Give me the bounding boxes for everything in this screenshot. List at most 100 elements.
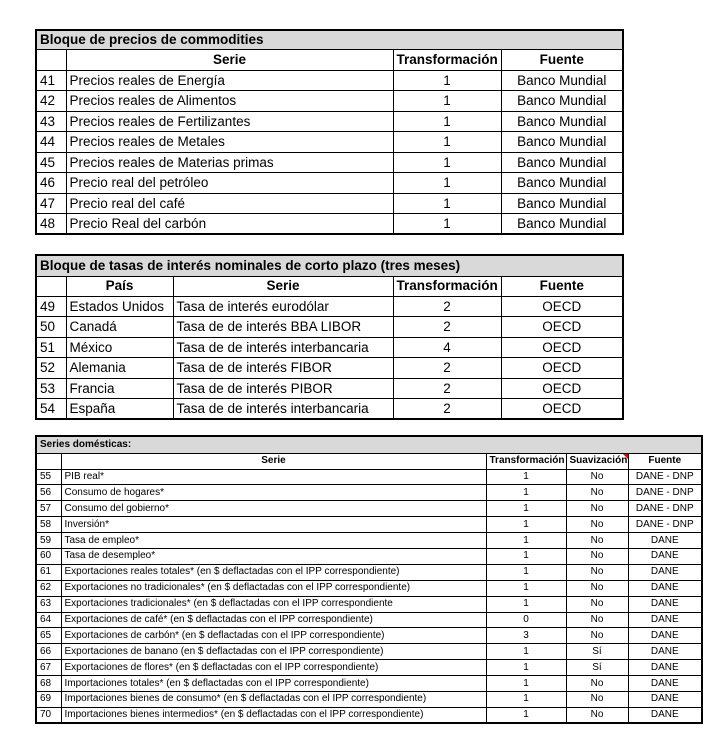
table-cell: Importaciones totales* (en $ deflactadas… bbox=[60, 675, 487, 692]
row-number: 52 bbox=[35, 357, 67, 379]
table-row: 65 Exportaciones de carbón* (en $ deflact… bbox=[35, 627, 703, 645]
table-title: Bloque de tasas de interés nominales de … bbox=[35, 254, 624, 277]
table-cell: Exportaciones de café* (en $ deflactadas… bbox=[60, 611, 487, 629]
table-row: 57 Consumo del gobierno* 1 No DANE - DNP bbox=[35, 500, 703, 518]
table-row: 59 Tasa de empleo* 1 No DANE bbox=[35, 532, 703, 549]
table-cell: Consumo de hogares* bbox=[60, 484, 487, 502]
table-cell: Banco Mundial bbox=[500, 213, 624, 235]
table-cell: Banco Mundial bbox=[500, 110, 624, 132]
column-header: País bbox=[65, 275, 174, 297]
table-cell: OECD bbox=[500, 357, 624, 379]
row-number: 65 bbox=[35, 627, 62, 645]
table-row: 66 Exportaciones de banano (en $ deflacta… bbox=[35, 643, 703, 661]
table-cell: Alemania bbox=[65, 357, 174, 379]
table-row: 53 Francia Tasa de de interés PIBOR 2 OECD bbox=[35, 377, 624, 399]
row-number: 51 bbox=[35, 336, 67, 358]
column-header: Fuente bbox=[500, 48, 624, 71]
table-cell: No bbox=[565, 595, 629, 613]
table-row: 56 Consumo de hogares* 1 No DANE - DNP bbox=[35, 484, 703, 502]
table-cell: Banco Mundial bbox=[500, 172, 624, 194]
table-cell: 1 bbox=[485, 675, 567, 692]
table-cell: DANE - DNP bbox=[627, 468, 703, 486]
table-cell: Estados Unidos bbox=[65, 295, 174, 317]
table-row: 69 Importaciones bienes de consumo* (en $… bbox=[35, 690, 703, 708]
table-cell: Precios reales de Energía bbox=[65, 69, 394, 91]
header-row: País Serie Transformación Fuente bbox=[35, 275, 624, 297]
table-row: 45 Precios reales de Materias primas 1 Banc… bbox=[35, 151, 624, 173]
table-cell: Precios reales de Materias primas bbox=[65, 151, 394, 173]
table-cell: DANE bbox=[627, 532, 703, 549]
table-cell: España bbox=[65, 398, 174, 420]
table-title: Bloque de precios de commodities bbox=[35, 29, 624, 50]
table-cell: DANE bbox=[627, 579, 703, 597]
table-row: 47 Precio real del café 1 Banco Mundial bbox=[35, 192, 624, 214]
table-row: 62 Exportaciones no tradicionales* (en $ … bbox=[35, 579, 703, 597]
table-cell: OECD bbox=[500, 316, 624, 338]
row-number: 53 bbox=[35, 377, 67, 399]
table-row: 55 PIB real* 1 No DANE - DNP bbox=[35, 468, 703, 486]
table-cell: Banco Mundial bbox=[500, 151, 624, 173]
table-cell: No bbox=[565, 627, 629, 645]
table-cell: 1 bbox=[485, 643, 567, 661]
table-cell: 1 bbox=[392, 90, 502, 112]
table-row: 42 Precios reales de Alimentos 1 Banco Mund… bbox=[35, 90, 624, 112]
column-header: Fuente bbox=[500, 275, 624, 297]
table-cell: Precio real del petróleo bbox=[65, 172, 394, 194]
table-cell: DANE bbox=[627, 627, 703, 645]
table-cell: No bbox=[565, 516, 629, 534]
data-table: Bloque de precios de commodities Serie Tra… bbox=[35, 29, 624, 235]
table-cell: DANE - DNP bbox=[627, 516, 703, 534]
table-cell: 1 bbox=[392, 69, 502, 91]
title-row: Bloque de precios de commodities bbox=[35, 29, 624, 50]
table-cell: Exportaciones de carbón* (en $ deflactad… bbox=[60, 627, 487, 645]
table-cell: 2 bbox=[392, 398, 502, 420]
table-cell: Importaciones bienes intermedios* (en $ … bbox=[60, 706, 487, 724]
column-header: Suavización bbox=[565, 452, 629, 470]
row-number: 58 bbox=[35, 516, 62, 534]
table-cell: DANE bbox=[627, 675, 703, 692]
table-cell: Banco Mundial bbox=[500, 69, 624, 91]
row-number: 63 bbox=[35, 595, 62, 613]
table-cell: 1 bbox=[392, 110, 502, 132]
table-cell: No bbox=[565, 547, 629, 565]
column-header: Transformación bbox=[485, 452, 567, 470]
table-cell: Importaciones bienes de consumo* (en $ d… bbox=[60, 690, 487, 708]
table-cell: No bbox=[565, 532, 629, 549]
table-cell: 1 bbox=[392, 151, 502, 173]
table-cell: Banco Mundial bbox=[500, 90, 624, 112]
table-cell: No bbox=[565, 611, 629, 629]
table-cell: Exportaciones no tradicionales* (en $ de… bbox=[60, 579, 487, 597]
table-cell: No bbox=[565, 563, 629, 581]
table-cell: No bbox=[565, 484, 629, 502]
column-header: Transformación bbox=[392, 275, 502, 297]
table-cell: Precio real del café bbox=[65, 192, 394, 214]
data-table: Bloque de tasas de interés nominales de … bbox=[35, 254, 625, 420]
row-number: 66 bbox=[35, 643, 62, 661]
table-cell: 1 bbox=[485, 659, 567, 677]
table-cell: Precios reales de Fertilizantes bbox=[65, 110, 394, 132]
row-number: 62 bbox=[35, 579, 62, 597]
table-cell: 1 bbox=[485, 706, 567, 724]
table-cell: No bbox=[565, 500, 629, 518]
row-number: 57 bbox=[35, 500, 62, 518]
table-cell: Tasa de de interés BBA LIBOR bbox=[172, 316, 394, 338]
row-number: 47 bbox=[35, 192, 67, 214]
row-number: 48 bbox=[35, 213, 67, 235]
table-cell: Tasa de empleo* bbox=[60, 532, 487, 549]
row-number: 56 bbox=[35, 484, 62, 502]
row-number: 60 bbox=[35, 547, 62, 565]
table-cell: Banco Mundial bbox=[500, 131, 624, 153]
row-number: 68 bbox=[35, 675, 62, 692]
table-cell: 1 bbox=[392, 213, 502, 235]
table-cell: Tasa de de interés FIBOR bbox=[172, 357, 394, 379]
table-row: 51 México Tasa de de interés interbancaria… bbox=[35, 336, 624, 358]
table-cell: DANE bbox=[627, 563, 703, 581]
row-number: 45 bbox=[35, 151, 67, 173]
row-number: 59 bbox=[35, 532, 62, 549]
table-row: 63 Exportaciones tradicionales* (en $ def… bbox=[35, 595, 703, 613]
table-cell: 2 bbox=[392, 357, 502, 379]
row-number: 64 bbox=[35, 611, 62, 629]
table-cell: Sí bbox=[565, 643, 629, 661]
table-cell: 1 bbox=[485, 547, 567, 565]
